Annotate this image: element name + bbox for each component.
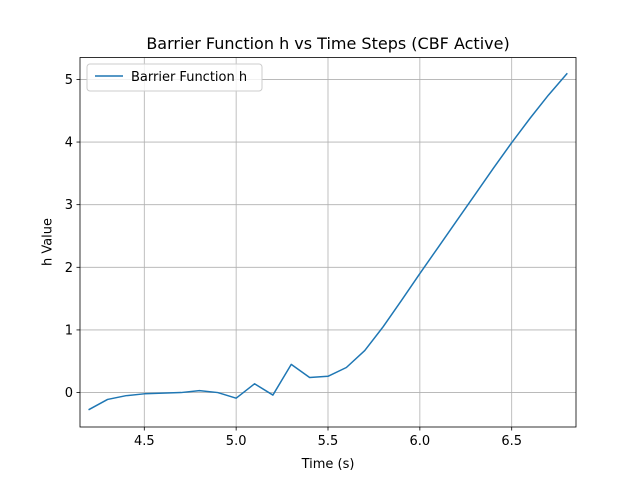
legend-box <box>86 63 263 92</box>
y-tick-label: 3 <box>65 198 73 213</box>
x-axis-label: Time (s) <box>301 457 355 472</box>
y-axis-ticks: 0 1 2 3 4 5 <box>65 73 80 401</box>
x-tick-label: 4.5 <box>134 434 155 449</box>
legend-label: Barrier Function h <box>131 70 247 85</box>
x-tick-label: 5.0 <box>226 434 247 449</box>
y-tick-label: 1 <box>65 323 73 338</box>
plot-frame <box>79 57 577 428</box>
y-tick-label: 4 <box>65 136 73 151</box>
grid-lines <box>80 57 576 427</box>
x-tick-label: 5.5 <box>318 434 339 449</box>
y-tick-label: 0 <box>65 386 73 401</box>
series-layer <box>88 72 568 411</box>
y-tick-label: 5 <box>65 73 73 88</box>
x-axis-ticks: 4.5 5.0 5.5 6.0 6.5 <box>134 427 522 449</box>
x-tick-label: 6.0 <box>410 434 431 449</box>
x-tick-label: 6.5 <box>501 434 522 449</box>
y-tick-label: 2 <box>65 261 73 276</box>
series-line <box>88 72 568 411</box>
chart-title: Barrier Function h vs Time Steps (CBF Ac… <box>146 34 509 53</box>
legend: Barrier Function h <box>86 63 263 92</box>
y-axis-label: h Value <box>41 218 56 266</box>
